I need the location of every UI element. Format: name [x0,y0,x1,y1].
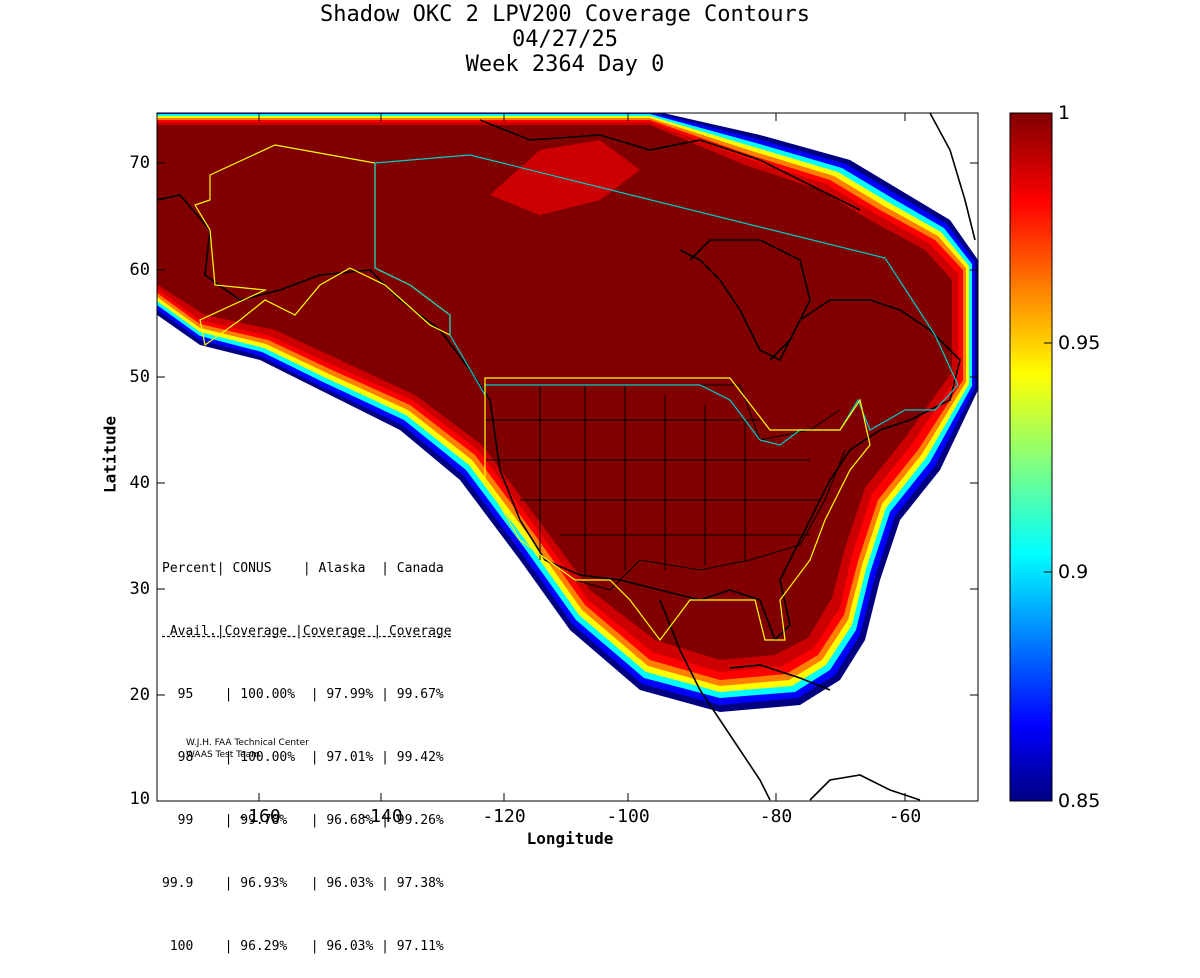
credit-line2: WAAS Test Team [186,750,260,760]
plot-frame [156,112,979,802]
x-tick-label: -80 [759,806,793,827]
y-tick-label: 60 [129,260,150,280]
credit-line1: W.J.H. FAA Technical Center [186,738,309,748]
coverage-contours [157,113,978,712]
colorbar-tick-095: 0.95 [1058,332,1101,354]
colorbar [1009,112,1053,802]
greenland [929,113,976,241]
hudson-bay [689,239,811,361]
x-tick-label: -100 [606,806,650,827]
y-tick-label: 20 [129,685,150,705]
y-tick-label: 30 [129,579,150,599]
colorbar-tick-09: 0.9 [1058,561,1089,583]
y-tick-label: 50 [129,367,150,387]
canada-boundary [374,154,959,446]
central-america [659,599,771,801]
stats-row: 99 | 99.78% | 96.68% | 99.26% [162,813,444,828]
conus-boundary [484,377,871,641]
stats-row: 98 | 100.00% | 97.01% | 99.42% [162,750,444,765]
coverage-map [156,112,1053,802]
x-tick-label: -160 [237,806,281,827]
stats-header-2: Avail.|Coverage |Coverage | Coverage [162,624,452,639]
y-tick-label: 70 [129,153,150,173]
contour-arctic-patch [490,140,640,215]
chart-title-line2: 04/27/25 [512,27,618,52]
arctic-islands [479,119,861,211]
x-tick-label: -60 [888,806,922,827]
service-volume-outlines [194,144,959,641]
colorbar-tick-085: 0.85 [1058,790,1101,812]
x-tick-label: -140 [359,806,403,827]
stats-row: 100 | 96.29% | 96.03% | 97.11% [162,939,444,954]
stats-row: 95 | 100.00% | 97.99% | 99.67% [162,687,444,702]
cuba [729,664,831,691]
x-tick-label: -120 [482,806,526,827]
stats-row: 99.9 | 96.93% | 96.03% | 97.38% [162,876,444,891]
y-axis-label: Latitude [100,415,120,494]
credit-text: W.J.H. FAA Technical Center WAAS Test Te… [186,737,309,761]
south-america-coast [809,774,921,801]
contour-100 [157,125,952,660]
tick-marks [157,113,978,801]
colorbar-ticks [1044,342,1052,573]
colorbar-tick-1: 1 [1058,102,1071,124]
y-tick-label: 10 [129,789,150,809]
chart-title-line1: Shadow OKC 2 LPV200 Coverage Contours [319,2,811,27]
stats-header-1: Percent| CONUS | Alaska | Canada [162,561,444,576]
x-axis-label: Longitude [526,829,614,848]
y-tick-label: 40 [129,473,150,493]
chart-title-line3: Week 2364 Day 0 [465,52,665,77]
